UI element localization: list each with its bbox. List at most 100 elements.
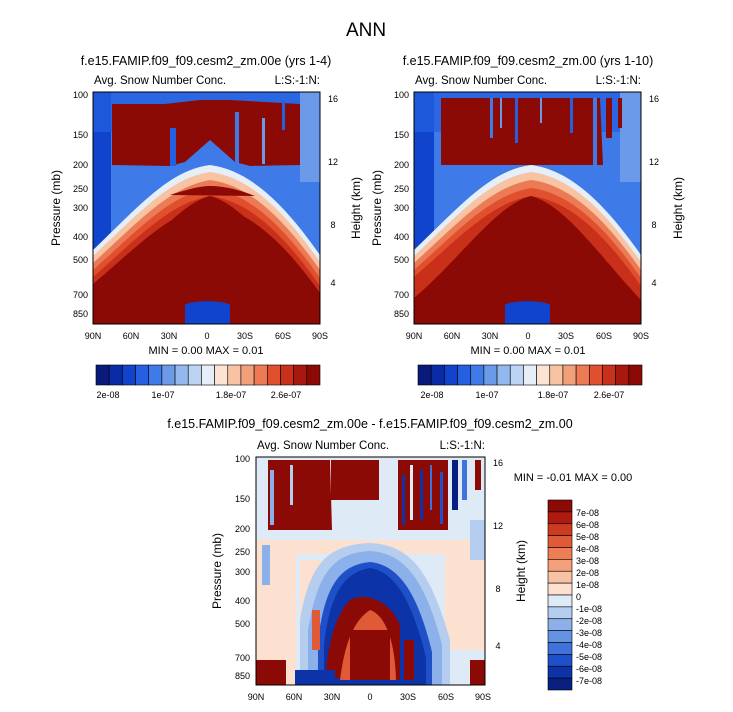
panel-a-right-string: L:S:-1:N: [275, 75, 320, 87]
panel-b-y-right-axis-label: Height (km) [671, 177, 685, 239]
panel-c-y-tick-label: 100 [235, 454, 250, 464]
panel-c-colorbar-box [547, 535, 573, 548]
panel-c-colorbar-label: -3e-08 [576, 628, 602, 638]
panel-b-x-tick-label: 60N [444, 331, 461, 341]
panel-c-y-tick-label: 300 [235, 567, 250, 577]
panel-b-colorbar-box [483, 364, 498, 386]
panel-c-y-right-axis-label: Height (km) [514, 540, 528, 602]
panel-c-right-string: L:S:-1:N: [440, 440, 485, 452]
panel-a-height-tick-label: 4 [330, 278, 335, 288]
panel-b-height-tick-label: 12 [649, 157, 659, 167]
panel-b-colorbar-box [549, 364, 564, 386]
panel-c-title: f.e15.FAMIP.f09_f09.cesm2_zm.00e - f.e15… [167, 417, 572, 431]
panel-a-left-string: Avg. Snow Number Conc. [94, 75, 226, 87]
panel-c-colorbar: 7e-08 6e-08 5e-08 4e-08 3e-08 2e-08 1e-0… [547, 499, 602, 691]
panel-c-left-string: Avg. Snow Number Conc. [257, 440, 389, 452]
panel-c-colorbar-label: 2e-08 [576, 568, 599, 578]
panel-c-colorbar-box [547, 511, 573, 525]
panel-a-frame [92, 91, 321, 325]
panel-a-colorbar-box [266, 364, 281, 386]
panel-c-min-max: MIN = -0.01 MAX = 0.00 [514, 472, 633, 484]
panel-b-colorbar-boxes [417, 364, 643, 386]
panel-a-field [93, 92, 320, 324]
panel-a-colorbar-boxes [95, 364, 321, 386]
panel-c-y-tick-label: 150 [235, 494, 250, 504]
panel-b-colorbar-box [496, 364, 511, 386]
panel-a-height-tick-label: 8 [330, 220, 335, 230]
panel-c-y-tick-label: 250 [235, 547, 250, 557]
panel-a-x-tick-label: 60N [123, 331, 140, 341]
panel-c-x-tick-label: 0 [367, 692, 372, 702]
panel-c-field [256, 457, 485, 685]
panel-a-y-tick-label: 700 [73, 290, 88, 300]
panel-a-title: f.e15.FAMIP.f09_f09.cesm2_zm.00e (yrs 1-… [81, 54, 332, 68]
panel-b-colorbar-box [430, 364, 445, 386]
panel-c-y-tick-label: 400 [235, 596, 250, 606]
panel-a-colorbar-label: 1.8e-07 [216, 390, 247, 400]
panel-c-y-tick-label: 500 [235, 619, 250, 629]
panel-a-x-tick-label: 0 [204, 331, 209, 341]
panel-c-colorbar-box [547, 570, 573, 584]
panel-b-y-right-ticks: 16 12 8 4 [649, 94, 659, 288]
panel-b-colorbar-label: 2.6e-07 [594, 390, 625, 400]
panel-a-x-tick-label: 30N [161, 331, 178, 341]
panel-a-x-tick-label: 90N [85, 331, 102, 341]
panel-b-y-tick-label: 200 [394, 160, 409, 170]
panel-a-colorbar-label: 2.6e-07 [271, 390, 302, 400]
page-title: ANN [346, 20, 386, 41]
panel-b-x-tick-label: 30S [558, 331, 574, 341]
panel-c-colorbar-label: -5e-08 [576, 652, 602, 662]
panel-a: f.e15.FAMIP.f09_f09.cesm2_zm.00e (yrs 1-… [49, 54, 363, 400]
panel-c-y-right-ticks: 16 12 8 4 [493, 458, 503, 651]
panel-a-colorbar-box [214, 364, 229, 386]
panel-a-x-ticks: 90N 60N 30N 0 30S 60S 90S [85, 331, 328, 341]
panel-b-y-axis-label: Pressure (mb) [370, 170, 384, 246]
panel-b-right-string: L:S:-1:N: [596, 75, 641, 87]
panel-b-frame [413, 91, 642, 325]
panel-b-colorbar-box [509, 364, 524, 386]
panel-b-colorbar: 2e-08 1e-07 1.8e-07 2.6e-07 [417, 364, 643, 400]
panel-b-y-tick-label: 100 [394, 90, 409, 100]
panel-c-x-tick-label: 90N [248, 692, 265, 702]
panel-c-x-tick-label: 30S [400, 692, 416, 702]
panel-b-colorbar-label: 1.8e-07 [538, 390, 569, 400]
panel-b-colorbar-box [588, 364, 603, 386]
panel-b-y-tick-label: 400 [394, 232, 409, 242]
panel-c-x-tick-label: 90S [475, 692, 491, 702]
panel-a-colorbar-box [201, 364, 215, 386]
panel-c-colorbar-box [547, 665, 573, 679]
panel-c: f.e15.FAMIP.f09_f09.cesm2_zm.00e - f.e15… [167, 417, 632, 702]
panel-b-y-tick-label: 150 [394, 130, 409, 140]
panel-a-colorbar: 2e-08 1e-07 1.8e-07 2.6e-07 [95, 364, 321, 400]
panel-a-y-ticks: 100 150 200 250 300 400 500 700 850 [73, 90, 88, 319]
panel-c-colorbar-box [547, 630, 573, 643]
panel-b-colorbar-box [444, 364, 458, 386]
panel-c-colorbar-label: 4e-08 [576, 544, 599, 554]
panel-c-colorbar-box [547, 618, 573, 631]
panel-a-colorbar-box [122, 364, 136, 386]
panel-a-colorbar-label: 2e-08 [96, 390, 119, 400]
panel-c-colorbar-label: -7e-08 [576, 676, 602, 686]
panel-c-y-tick-label: 700 [235, 653, 250, 663]
panel-c-colorbar-box [547, 654, 573, 667]
panel-a-y-tick-label: 100 [73, 90, 88, 100]
panel-a-colorbar-box [161, 364, 176, 386]
panel-b-height-tick-label: 8 [651, 220, 656, 230]
panel-c-colorbar-label: -4e-08 [576, 640, 602, 650]
panel-a-min-max: MIN = 0.00 MAX = 0.01 [149, 345, 264, 357]
panel-a-colorbar-label: 1e-07 [151, 390, 174, 400]
panel-c-height-tick-label: 12 [493, 521, 503, 531]
panel-b-x-tick-label: 30N [482, 331, 499, 341]
panel-b-colorbar-box [562, 364, 577, 386]
panel-c-colorbar-box [547, 523, 573, 536]
panel-c-y-ticks: 100 150 200 250 300 400 500 700 850 [235, 454, 250, 681]
panel-c-colorbar-box [547, 582, 573, 596]
panel-b: f.e15.FAMIP.f09_f09.cesm2_zm.00 (yrs 1-1… [370, 54, 685, 400]
panel-a-colorbar-box [135, 364, 150, 386]
panel-a-colorbar-box [227, 364, 242, 386]
panel-c-x-tick-label: 30N [324, 692, 341, 702]
panel-c-colorbar-label: 7e-08 [576, 508, 599, 518]
panel-b-x-tick-label: 90S [633, 331, 649, 341]
panel-b-y-tick-label: 850 [394, 309, 409, 319]
panel-c-colorbar-box [547, 594, 573, 608]
